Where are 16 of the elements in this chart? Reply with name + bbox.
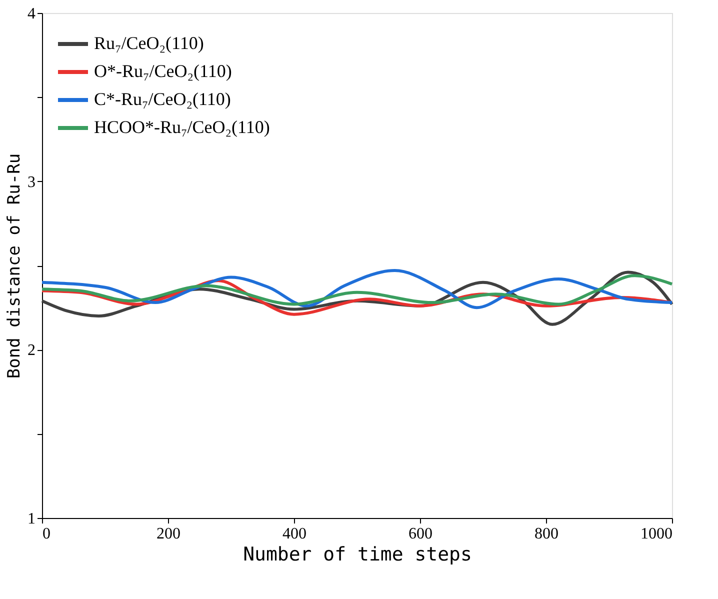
x-tick-label: 200 [156,526,180,542]
x-axis-title: Number of time steps [243,544,472,566]
x-tick-label: 400 [282,526,306,542]
legend-label: O*-Ru₇/CeO₂(110) [94,61,232,81]
legend-label: HCOO*-Ru₇/CeO₂(110) [94,117,270,137]
legend-label: C*-Ru₇/CeO₂(110) [94,89,231,109]
y-tick-label: 1 [28,510,36,528]
y-tick-label: 3 [28,174,36,191]
x-tick-label: 600 [408,526,432,542]
x-tick-label: 800 [534,526,558,542]
x-tick-label: 1000 [640,526,672,542]
y-axis-title: Bond distance of Ru-Ru [4,153,24,379]
legend-label: Ru₇/CeO₂(110) [94,33,204,53]
y-tick-label: 4 [28,6,36,22]
y-tick-label: 2 [28,342,36,360]
x-tick-label: 0 [42,526,50,542]
